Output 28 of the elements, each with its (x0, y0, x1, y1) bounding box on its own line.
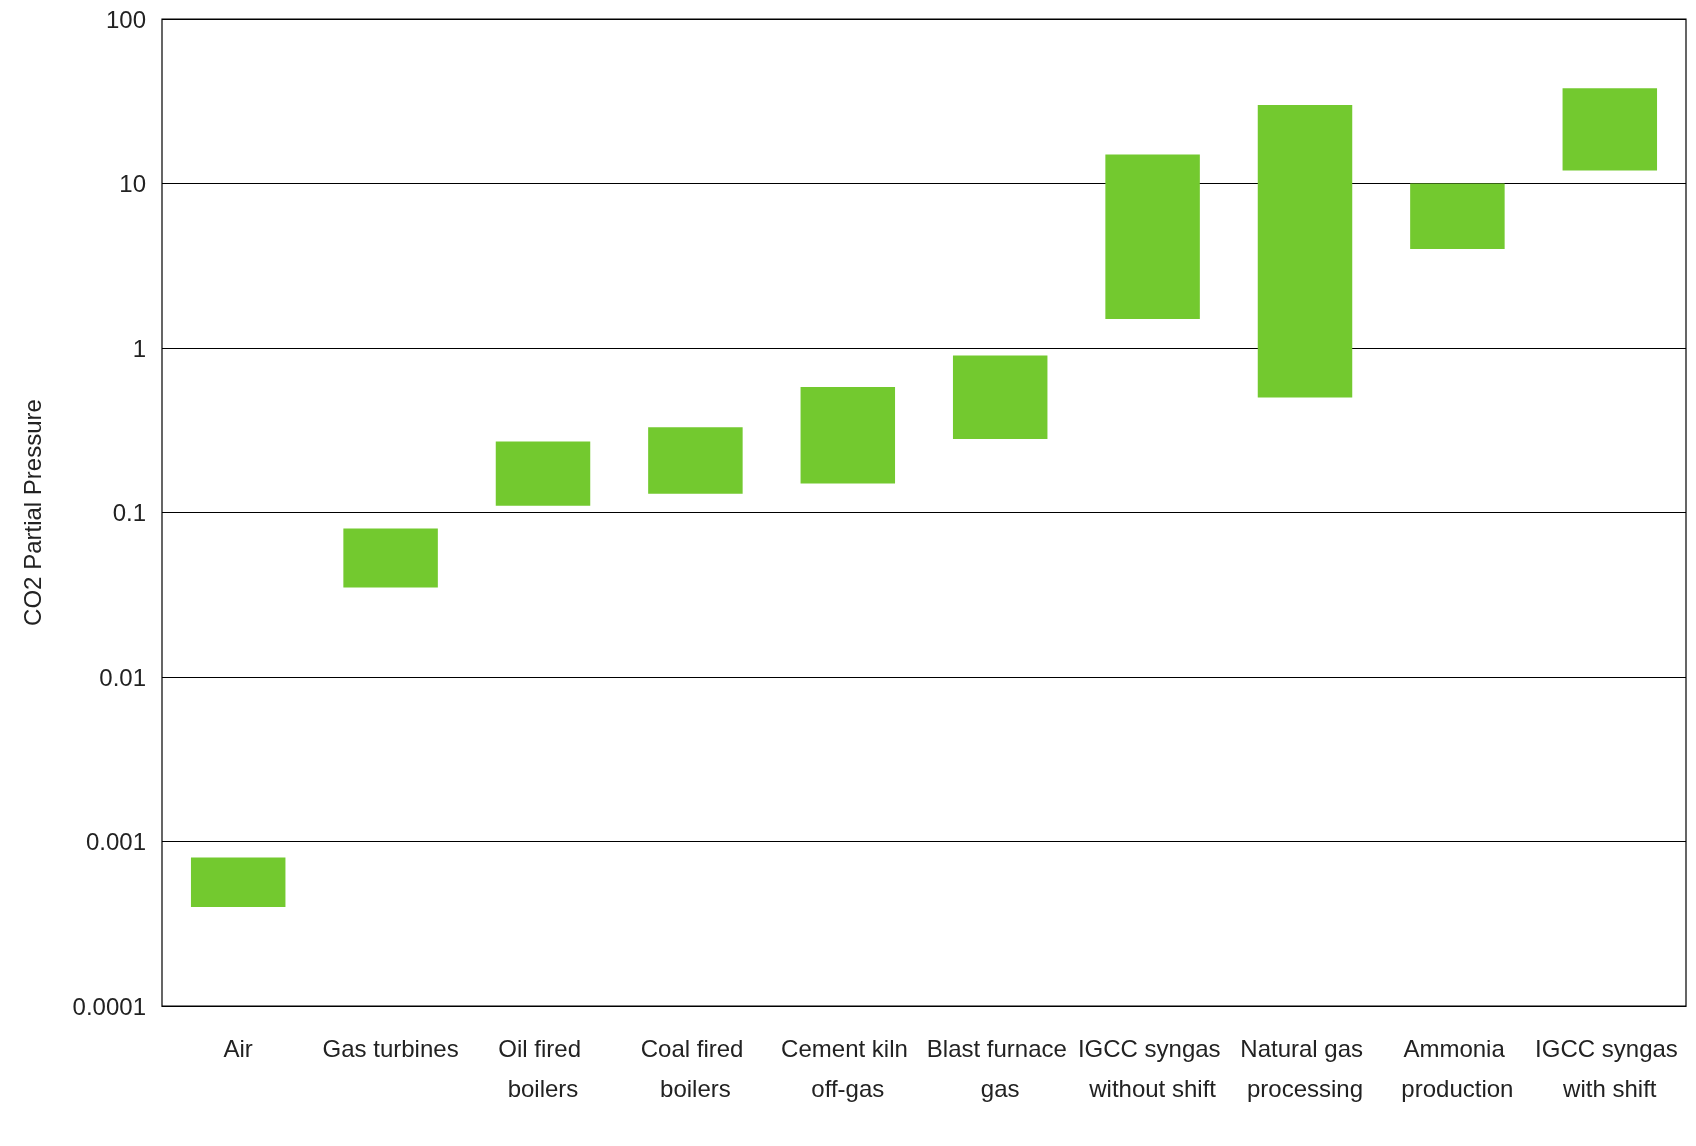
x-tick-label: Cement kiln off-gas (781, 1034, 915, 1102)
y-tick-label: 0.1 (112, 499, 146, 526)
x-tick-label: Air (223, 1034, 253, 1062)
bar (952, 355, 1048, 439)
bar (495, 441, 591, 506)
bar (648, 427, 743, 494)
x-tick-label: Coal fired boilers (640, 1034, 751, 1102)
y-tick-label: 100 (105, 5, 146, 33)
y-tick-label: 0.001 (85, 828, 146, 855)
bar (190, 857, 286, 907)
y-tick-label: 10 (119, 170, 146, 197)
x-tick-label: IGCC syngas with shift (1535, 1034, 1685, 1102)
x-tick-label: Blast furnace gas (926, 1034, 1074, 1102)
x-tick-label: Ammonia production (1401, 1034, 1514, 1102)
y-axis-title: CO2 Partial Pressure (18, 399, 46, 626)
x-tick-label: Oil fired boilers (498, 1034, 588, 1102)
y-tick-label: 0.01 (99, 663, 146, 691)
y-tick-label: 1 (132, 334, 146, 362)
bar (1257, 105, 1353, 398)
x-tick-label: IGCC syngas without shift (1077, 1034, 1228, 1102)
bar (800, 386, 896, 484)
x-tick-label: Gas turbines (322, 1034, 459, 1062)
y-tick-label: 0.0001 (72, 992, 146, 1020)
bar (1562, 88, 1658, 171)
bar (343, 528, 438, 588)
bar (1410, 183, 1505, 249)
x-tick-label: Natural gas processing (1240, 1034, 1370, 1102)
bar (1105, 154, 1200, 320)
